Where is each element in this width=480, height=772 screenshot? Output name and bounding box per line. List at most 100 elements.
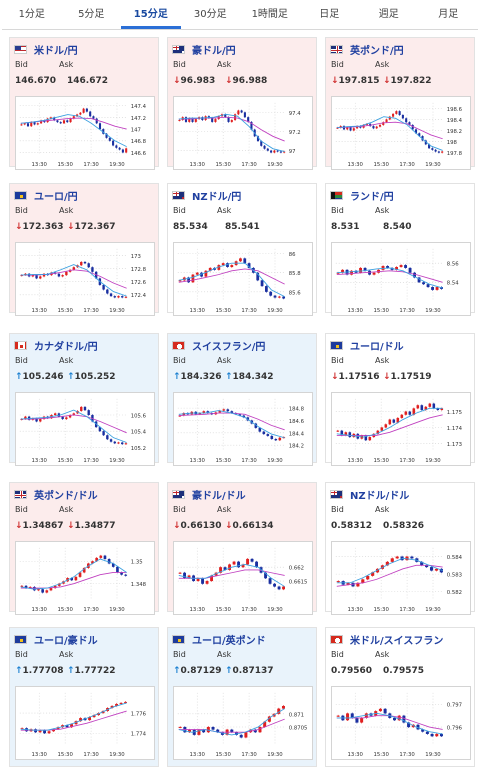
- y-tick-label: 0.584: [447, 555, 463, 561]
- y-tick-label: 0.797: [447, 703, 462, 709]
- currency-pair-link[interactable]: ユーロ/円: [34, 191, 78, 203]
- price-labels: Bid Ask: [331, 60, 389, 69]
- rate-card[interactable]: ユーロ/英ポンド Bid Ask ↑0.87129 ↑0.87137 0.871 0.870…: [167, 627, 317, 767]
- candle-body: [87, 410, 90, 416]
- candle-body: [33, 586, 36, 591]
- x-tick-label: 19:30: [425, 308, 441, 314]
- price-chart[interactable]: 86 85.8 85.6 13:30 15:30 17:30 19:30: [173, 242, 313, 316]
- candle-body: [388, 116, 391, 120]
- currency-pair-link[interactable]: 英ポンド/ドル: [34, 490, 98, 502]
- rate-card[interactable]: ユーロ/ドル Bid Ask ↓1.17516 ↓1.17519 1.175 1.174 1.…: [325, 333, 475, 466]
- price-chart[interactable]: 8.56 8.54 13:30 15:30 17:30 19:30: [331, 242, 471, 316]
- candle-body: [360, 717, 364, 723]
- price-chart[interactable]: 173 172.8 172.6 172.4 13:30 15:30 17:30 19:30: [15, 242, 155, 316]
- x-tick-label: 15:30: [215, 162, 231, 168]
- price-values: ↓1.34867 ↓1.34877: [15, 521, 116, 531]
- chart-plot: [19, 547, 128, 601]
- currency-pair-link[interactable]: ユーロ/豪ドル: [34, 635, 98, 647]
- ask-label: Ask: [217, 60, 232, 69]
- tab-5[interactable]: 日足: [319, 9, 340, 20]
- tab-1[interactable]: 5分足: [78, 9, 105, 20]
- currency-pair-link[interactable]: ユーロ/英ポンド: [192, 635, 266, 647]
- candle-body: [386, 266, 390, 268]
- y-tick-label: 173: [131, 254, 141, 260]
- x-tick-label: 13:30: [348, 458, 364, 464]
- y-tick-label: 1.173: [447, 442, 462, 448]
- rate-card[interactable]: NZドル/円 Bid Ask 85.534 85.541 86 85.8 85.6 13:30 1…: [167, 183, 317, 316]
- price-chart[interactable]: 105.6 105.4 105.2 13:30 15:30 17:30 19:30: [15, 392, 155, 466]
- rate-card[interactable]: 英ポンド/円 Bid Ask ↓197.815 ↓197.822 198.6 198.4 19…: [325, 37, 475, 170]
- price-chart[interactable]: 0.871 0.8705 13:30 15:30 17:30 19:30: [173, 686, 313, 760]
- rate-card[interactable]: ユーロ/円 Bid Ask ↓172.363 ↓172.367 173 172.8 172.6…: [9, 183, 159, 316]
- candle-body: [118, 147, 121, 150]
- currency-pair-link[interactable]: ユーロ/ドル: [350, 341, 404, 353]
- x-tick-label: 19:30: [267, 752, 283, 758]
- price-chart[interactable]: 0.662 0.6615 13:30 15:30 17:30 19:30: [173, 541, 313, 615]
- price-chart[interactable]: 0.584 0.583 0.582 13:30 15:30 17:30 19:30: [331, 541, 471, 615]
- price-chart[interactable]: 198.6 198.4 198.2 198 197.8 13:30 15:30 17:30 19…: [331, 96, 471, 170]
- price-values: ↓172.363 ↓172.367: [15, 222, 116, 232]
- currency-pair-link[interactable]: NZドル/ドル: [350, 490, 410, 502]
- tab-2[interactable]: 15分足: [121, 0, 181, 29]
- ask-label: Ask: [59, 505, 74, 514]
- price-chart[interactable]: 1.776 1.774 13:30 15:30 17:30 19:30: [15, 686, 155, 760]
- tab-0[interactable]: 1分足: [18, 9, 45, 20]
- candle-body: [366, 575, 370, 580]
- x-tick-label: 17:30: [241, 162, 257, 168]
- currency-pair-link[interactable]: ランド/円: [350, 191, 394, 203]
- x-tick-label: 13:30: [348, 752, 364, 758]
- rate-card[interactable]: 米ドル/スイスフラン Bid Ask 0.79560 0.79575 0.797 0.796…: [325, 627, 475, 767]
- price-chart[interactable]: 97.4 97.2 97 13:30 15:30 17:30 19:30: [173, 96, 313, 170]
- tab-3[interactable]: 30分足: [193, 9, 227, 20]
- candle-body: [195, 272, 199, 275]
- ask-price-wrap: ↓0.66134: [225, 521, 274, 531]
- currency-pair-link[interactable]: 豪ドル/ドル: [192, 490, 246, 502]
- tab-4[interactable]: 1時間足: [251, 9, 288, 20]
- candle-body: [91, 267, 94, 272]
- currency-pair-link[interactable]: 豪ドル/円: [192, 45, 236, 57]
- candle-body: [65, 417, 68, 420]
- candle-body: [85, 108, 88, 112]
- rate-card[interactable]: ランド/円 Bid Ask 8.531 8.540 8.56 8.54 13:30 15:30 1…: [325, 183, 475, 316]
- currency-pair-link[interactable]: スイスフラン/円: [192, 341, 266, 353]
- currency-pair-link[interactable]: 米ドル/円: [34, 45, 78, 57]
- price-chart[interactable]: 147.4 147.2 147 146.8 146.6 13:30 15:30 17:30 19…: [15, 96, 155, 170]
- arrow-up-icon: ↑: [173, 666, 181, 676]
- candle-body: [106, 435, 109, 440]
- currency-pair-link[interactable]: 米ドル/スイスフラン: [350, 635, 444, 647]
- tab-6[interactable]: 週足: [378, 9, 399, 20]
- price-chart[interactable]: 0.797 0.796 13:30 15:30 17:30 19:30: [331, 686, 471, 760]
- price-chart[interactable]: 184.8 184.6 184.4 184.2 13:30 15:30 17:30 19:30: [173, 392, 313, 466]
- candle-body: [187, 575, 191, 579]
- tab-7[interactable]: 月足: [438, 9, 459, 20]
- rate-card[interactable]: 英ポンド/ドル Bid Ask ↓1.34867 ↓1.34877 1.35 1.348 13…: [9, 482, 159, 615]
- price-chart[interactable]: 1.175 1.174 1.173 13:30 15:30 17:30 19:30: [331, 392, 471, 466]
- rate-card[interactable]: 米ドル/円 Bid Ask 146.670 146.672 147.4 147.2 147 14…: [9, 37, 159, 170]
- currency-pair-link[interactable]: NZドル/円: [192, 191, 242, 203]
- rate-card[interactable]: スイスフラン/円 Bid Ask ↑184.326 ↑184.342 184.8 184.6…: [167, 333, 317, 466]
- ask-price-wrap: 8.540: [383, 222, 411, 232]
- x-tick-label: 17:30: [83, 607, 99, 613]
- card-header: 英ポンド/円: [330, 42, 404, 57]
- bid-label: Bid: [15, 650, 28, 659]
- y-tick-label: 146.6: [131, 151, 147, 157]
- y-tick-label: 184.6: [289, 419, 305, 425]
- currency-pair-link[interactable]: カナダドル/円: [34, 341, 98, 353]
- ma-fast-line: [336, 407, 443, 438]
- price-chart[interactable]: 1.35 1.348 13:30 15:30 17:30 19:30: [15, 541, 155, 615]
- rate-card[interactable]: 豪ドル/円 Bid Ask ↓96.983 ↓96.988 97.4 97.2 97 13:30…: [167, 37, 317, 170]
- currency-pair-link[interactable]: 英ポンド/円: [350, 45, 404, 57]
- rate-card[interactable]: 豪ドル/ドル Bid Ask ↓0.66130 ↓0.66134 0.662 0.6615 1…: [167, 482, 317, 615]
- flag-eu-icon: [14, 190, 27, 200]
- rate-card[interactable]: NZドル/ドル Bid Ask 0.58312 0.58326 0.584 0.583 0.5…: [325, 482, 475, 615]
- candle-body: [395, 266, 399, 270]
- candle-body: [24, 585, 28, 589]
- candlestick-chart: 0.584 0.583 0.582 13:30 15:30 17:30 19:30: [335, 547, 463, 613]
- candle-body: [34, 729, 38, 733]
- x-tick-label: 15:30: [57, 458, 73, 464]
- rate-card[interactable]: ユーロ/豪ドル Bid Ask ↑1.77708 ↑1.77722 1.776 1.774 1…: [9, 627, 159, 767]
- rate-card[interactable]: カナダドル/円 Bid Ask ↑105.246 ↑105.252 105.6 105.4 1…: [9, 333, 159, 466]
- y-tick-label: 147.4: [131, 104, 147, 110]
- y-tick-label: 105.2: [131, 446, 146, 452]
- candle-body: [408, 267, 412, 273]
